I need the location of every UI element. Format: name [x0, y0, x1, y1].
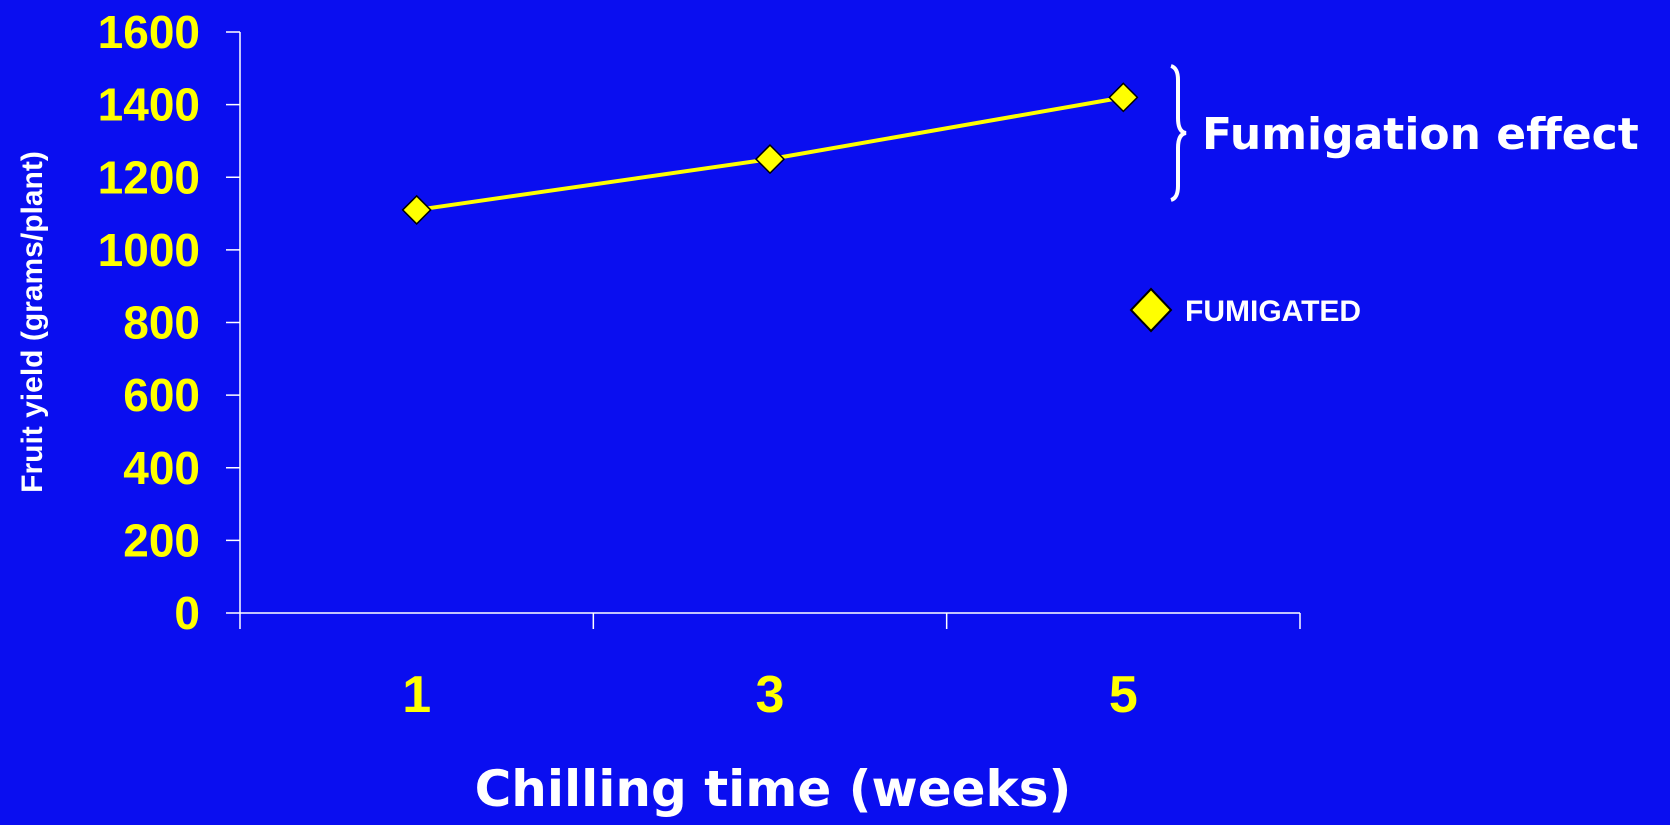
y-tick-label: 0 — [174, 587, 200, 639]
y-tick-label: 600 — [123, 369, 200, 421]
x-axis-label: Chilling time (weeks) — [475, 760, 1072, 818]
bracket-brace — [1170, 64, 1187, 202]
fumigation-effect-annotation: Fumigation effect — [1202, 109, 1639, 160]
data-point-diamond — [754, 144, 786, 175]
y-tick-label: 1600 — [98, 6, 200, 58]
y-tick-label: 800 — [123, 297, 200, 349]
series-fumigated — [401, 82, 1139, 225]
data-point-diamond — [401, 194, 432, 225]
legend: FUMIGATED — [1129, 287, 1361, 333]
x-tick-label: 5 — [1109, 666, 1138, 724]
data-point-diamond — [1108, 82, 1139, 113]
legend-label-fumigated: FUMIGATED — [1185, 295, 1361, 328]
y-tick-labels: 0 200 400 600 800 1000 1200 1400 1600 — [98, 6, 200, 639]
y-tick-label: 1000 — [98, 224, 200, 276]
y-tick-label: 200 — [123, 514, 200, 566]
y-tick-label: 1400 — [98, 79, 200, 131]
x-tick-label: 1 — [402, 666, 431, 724]
y-axis-label: Fruit yield (grams/plant) — [16, 151, 49, 493]
x-tick-label: 3 — [756, 666, 785, 724]
x-tick-labels: 1 3 5 — [402, 666, 1138, 724]
fumigation-bracket: Fumigation effect — [1170, 64, 1639, 202]
axes — [226, 31, 1301, 629]
legend-marker-diamond — [1129, 287, 1173, 333]
y-tick-label: 400 — [123, 442, 200, 494]
y-tick-label: 1200 — [98, 151, 200, 203]
